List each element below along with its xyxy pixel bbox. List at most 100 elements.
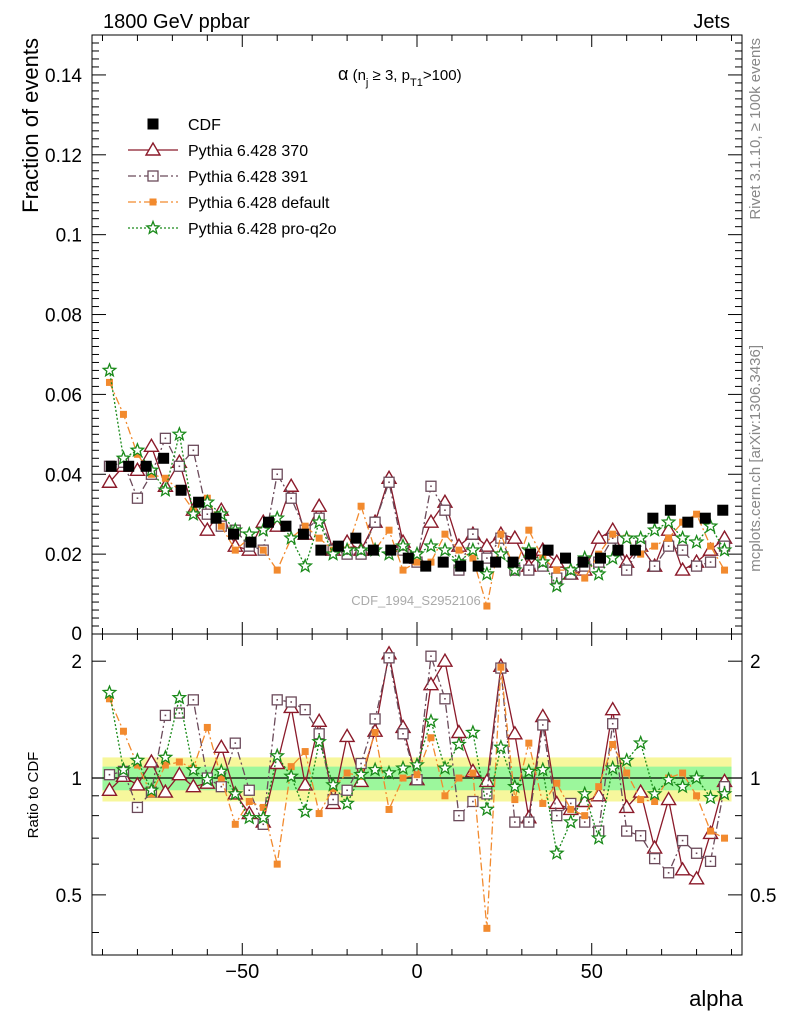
y-tick-label: 0.04: [45, 465, 82, 486]
point-pythia-6-428-default: [693, 510, 701, 518]
point-pythia-6-428-default: [665, 534, 673, 542]
ratio-point-pythia-6-428-default: [385, 805, 393, 813]
point-cdf: [123, 460, 135, 472]
point-cdf: [262, 516, 274, 528]
ratio-point-pythia-6-428-pro-q2o: [213, 763, 230, 779]
ratio-point-pythia-6-428-pro-q2o: [395, 759, 411, 775]
main-y-axis-label: Fraction of events: [18, 38, 43, 213]
ratio-point-pythia-6-428-pro-q2o: [255, 809, 272, 825]
point-pythia-6-428-pro-q2o: [632, 529, 649, 545]
point-pythia-6-428-pro-q2o: [604, 549, 621, 565]
ratio-point-pythia-6-428-391-dot: [108, 773, 111, 776]
ratio-point-pythia-6-428-391-dot: [164, 714, 167, 717]
ratio-point-pythia-6-428-370: [576, 793, 593, 808]
point-pythia-6-428-default: [525, 526, 533, 534]
point-cdf: [664, 504, 676, 516]
point-pythia-6-428-370: [199, 521, 216, 536]
ratio-point-pythia-6-428-391-dot: [458, 814, 460, 817]
y-tick-label: 0.12: [45, 146, 82, 167]
ratio-point-pythia-6-428-pro-q2o: [674, 778, 691, 794]
point-pythia-6-428-default: [385, 526, 393, 534]
point-pythia-6-428-391-dot: [625, 569, 628, 571]
point-cdf: [542, 544, 554, 556]
ratio-point-pythia-6-428-391-dot: [639, 834, 642, 837]
ratio-point-pythia-6-428-391-dot: [360, 762, 362, 765]
ratio-point-pythia-6-428-pro-q2o: [423, 713, 439, 729]
point-pythia-6-428-default: [721, 566, 729, 574]
point-pythia-6-428-default: [105, 378, 113, 386]
ratio-point-pythia-6-428-default: [427, 734, 435, 742]
point-cdf: [105, 460, 117, 472]
ratio-point-pythia-6-428-pro-q2o: [534, 761, 551, 777]
ratio-point-pythia-6-428-pro-q2o: [171, 689, 188, 705]
point-pythia-6-428-391-dot: [569, 573, 572, 575]
point-pythia-6-428-391-dot: [528, 569, 530, 571]
point-pythia-6-428-391-dot: [472, 533, 474, 535]
ratio-point-pythia-6-428-default: [217, 774, 225, 782]
ratio-point-pythia-6-428-pro-q2o: [688, 769, 705, 785]
point-pythia-6-428-391-dot: [695, 565, 698, 567]
point-pythia-6-428-391-dot: [290, 497, 292, 500]
point-pythia-6-428-pro-q2o: [507, 561, 523, 577]
ratio-point-pythia-6-428-391-dot: [178, 712, 181, 714]
point-pythia-6-428-pro-q2o: [395, 537, 411, 553]
point-pythia-6-428-391-dot: [500, 537, 502, 539]
point-pythia-6-428-default: [483, 602, 491, 610]
point-pythia-6-428-pro-q2o: [646, 521, 663, 537]
point-pythia-6-428-370: [101, 473, 118, 488]
ratio-point-pythia-6-428-391-dot: [220, 785, 223, 788]
ratio-point-pythia-6-428-391-dot: [611, 722, 614, 725]
ratio-point-pythia-6-428-default: [301, 748, 309, 756]
point-cdf: [472, 560, 484, 572]
ratio-point-pythia-6-428-pro-q2o: [520, 763, 537, 779]
ratio-y-tick-label-right: 1: [750, 769, 761, 790]
point-pythia-6-428-default: [609, 530, 617, 538]
ratio-point-pythia-6-428-pro-q2o: [590, 829, 607, 845]
point-pythia-6-428-pro-q2o: [423, 537, 439, 553]
legend-label-pythia-6-428-370: Pythia 6.428 370: [188, 143, 308, 160]
series-pythia-6-428-pro-q2o: [101, 362, 733, 593]
point-pythia-6-428-pro-q2o: [255, 521, 272, 537]
point-cdf: [280, 520, 292, 532]
ratio-point-pythia-6-428-391-dot: [709, 860, 712, 863]
ratio-point-pythia-6-428-pro-q2o: [101, 684, 118, 700]
point-cdf: [490, 556, 502, 568]
point-pythia-6-428-391-dot: [542, 565, 544, 567]
ratio-point-pythia-6-428-pro-q2o: [325, 776, 341, 792]
ratio-point-pythia-6-428-391-dot: [514, 821, 516, 823]
point-pythia-6-428-pro-q2o: [409, 545, 425, 561]
point-pythia-6-428-391-dot: [681, 549, 684, 551]
point-pythia-6-428-default: [315, 534, 323, 542]
ratio-point-pythia-6-428-default: [525, 739, 533, 747]
ratio-point-pythia-6-428-default: [553, 779, 561, 787]
legend: CDF Pythia 6.428 370 Pythia 6.428 391 Pythi…: [128, 117, 337, 238]
ratio-point-pythia-6-428-default: [623, 769, 631, 777]
ratio-point-pythia-6-428-default: [413, 771, 421, 779]
legend-label-pythia-6-428-default: Pythia 6.428 default: [188, 195, 330, 212]
point-cdf: [629, 544, 641, 556]
point-pythia-6-428-370: [422, 513, 440, 528]
ratio-point-pythia-6-428-pro-q2o: [199, 771, 216, 787]
ratio-point-pythia-6-428-370: [185, 778, 202, 793]
ratio-point-pythia-6-428-default: [147, 790, 155, 798]
point-cdf: [717, 504, 729, 516]
ratio-point-pythia-6-428-pro-q2o: [618, 752, 635, 768]
ratio-point-pythia-6-428-pro-q2o: [143, 782, 160, 797]
point-pythia-6-428-default: [455, 546, 463, 554]
ratio-point-pythia-6-428-pro-q2o: [437, 759, 453, 775]
ratio-point-pythia-6-428-default: [343, 769, 351, 777]
point-pythia-6-428-pro-q2o: [171, 425, 188, 442]
ratio-point-pythia-6-428-default: [581, 812, 589, 820]
ratio-y-tick-label-left: 1: [71, 769, 82, 790]
point-pythia-6-428-default: [231, 546, 239, 554]
ratio-point-pythia-6-428-default: [203, 723, 211, 731]
title-sub-j: j: [365, 77, 368, 89]
x-tick-label: 0: [411, 961, 422, 983]
point-pythia-6-428-pro-q2o: [464, 541, 481, 557]
point-pythia-6-428-391-dot: [667, 545, 670, 547]
header-process: Jets: [693, 11, 730, 33]
point-pythia-6-428-391-dot: [178, 465, 181, 468]
watermark: CDF_1994_S2952106: [351, 593, 480, 608]
legend-marker-pythia-6-428-370: [144, 141, 162, 156]
